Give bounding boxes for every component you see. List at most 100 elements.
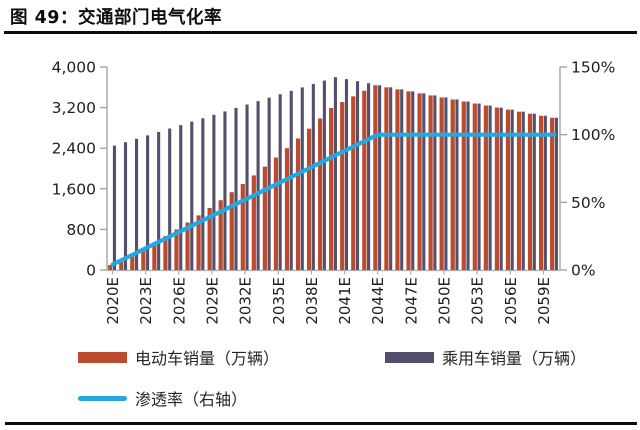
- ev-bar: [152, 242, 157, 270]
- pv-bar-swatch: [385, 351, 434, 363]
- x-axis-tick-label: 2032E: [237, 277, 255, 325]
- pv-bar: [201, 118, 205, 270]
- pv-bar: [300, 87, 304, 271]
- pv-bar: [422, 93, 426, 270]
- pv-bar: [488, 105, 492, 270]
- ev-bar: [295, 138, 301, 270]
- pv-bar: [510, 109, 514, 270]
- ev-bar: [395, 89, 400, 270]
- pv-bar: [135, 138, 139, 270]
- ev-bar: [108, 265, 113, 270]
- right-axis-tick-label: 50%: [571, 194, 605, 212]
- ev-bar: [417, 93, 422, 270]
- left-axis-tick-label: 2,400: [52, 140, 96, 158]
- pv-bar: [267, 97, 271, 270]
- ev-bar: [329, 108, 334, 270]
- ev-bar: [141, 248, 146, 270]
- pv-bar: [499, 107, 503, 270]
- ev-bar: [505, 109, 511, 270]
- pv-bar: [355, 81, 360, 271]
- left-axis-tick-label: 0: [86, 262, 96, 280]
- ev-bar: [196, 215, 201, 270]
- right-axis-tick-label: 100%: [571, 126, 615, 144]
- left-axis-tick-label: 1,600: [52, 180, 96, 198]
- legend-item-ev-sales: 电动车销量（万辆）: [78, 348, 280, 368]
- pv-bar: [521, 111, 525, 270]
- pv-bar: [532, 113, 536, 270]
- pv-bar: [378, 85, 382, 271]
- x-axis-tick-label: 2029E: [204, 277, 222, 325]
- pv-bar: [112, 145, 116, 270]
- x-axis-tick-label: 2059E: [535, 277, 553, 325]
- ev-bar: [406, 91, 411, 270]
- pv-bar: [123, 142, 128, 270]
- ev-bar: [185, 222, 190, 270]
- x-axis-tick-label: 2035E: [270, 277, 288, 325]
- ev-bar: [483, 105, 488, 270]
- pv-bar: [311, 84, 315, 270]
- figure-title: 图 49：交通部门电气化率: [10, 8, 222, 28]
- ev-bar: [450, 99, 455, 270]
- ev-bar: [384, 87, 389, 270]
- ev-bar: [207, 207, 212, 270]
- legend-label-ev-sales: 电动车销量（万辆）: [135, 349, 280, 368]
- left-axis-tick-label: 800: [66, 221, 96, 239]
- ev-bar: [119, 259, 124, 270]
- ev-bar: [130, 254, 135, 270]
- x-axis-tick-label: 2044E: [369, 277, 387, 325]
- ev-bar: [351, 96, 356, 270]
- ev-bar: [516, 111, 522, 270]
- x-axis-tick-label: 2020E: [104, 277, 122, 325]
- ev-bar: [174, 229, 179, 270]
- ev-bar-swatch: [78, 351, 127, 363]
- legend-label-pv-sales: 乘用车销量（万辆）: [442, 349, 587, 368]
- ev-bar: [539, 115, 544, 270]
- ev-bar: [273, 157, 279, 270]
- pv-bar: [466, 101, 470, 270]
- ev-bar: [262, 166, 267, 270]
- right-axis-tick-label: 150%: [571, 59, 615, 77]
- x-axis-tick-label: 2050E: [436, 277, 454, 325]
- title-underline: [4, 31, 637, 34]
- pv-bar: [389, 87, 393, 270]
- ev-bar: [251, 175, 256, 270]
- x-axis-tick-label: 2047E: [402, 277, 420, 325]
- pv-bar: [367, 83, 371, 271]
- pv-bar: [212, 114, 216, 270]
- pv-bar: [322, 80, 326, 270]
- pv-bar: [245, 104, 249, 271]
- ev-bar: [362, 90, 367, 270]
- ev-bar: [373, 85, 378, 271]
- ev-bar: [494, 107, 500, 270]
- penetration-line-swatch: [78, 395, 127, 401]
- ev-bar: [550, 117, 555, 270]
- pv-bar: [400, 89, 404, 270]
- ev-bar: [229, 192, 234, 270]
- pv-bar: [455, 99, 459, 270]
- pv-bar: [344, 79, 349, 271]
- pv-bar: [333, 77, 337, 271]
- ev-bar: [461, 101, 466, 270]
- ev-bar: [340, 102, 345, 270]
- pv-bar: [190, 121, 194, 271]
- x-axis-tick-label: 2023E: [137, 277, 155, 325]
- pv-bar: [179, 125, 183, 270]
- ev-bar: [306, 128, 312, 270]
- penetration-line: [110, 132, 557, 267]
- chart-canvas: 0 800 1,600 2,400 3,200 4,000 0% 50% 100% 150% 202…: [52, 59, 616, 325]
- ev-bar: [439, 97, 444, 270]
- legend-item-pv-sales: 乘用车销量（万辆）: [385, 348, 587, 368]
- pv-bar: [433, 95, 437, 270]
- ev-bar: [284, 148, 290, 270]
- pv-bar: [146, 135, 150, 270]
- pv-bar: [444, 97, 448, 270]
- pv-bar: [256, 101, 260, 270]
- legend-label-penetration: 渗透率（右轴）: [135, 390, 248, 409]
- pv-bar: [289, 90, 293, 270]
- x-axis-tick-label: 2041E: [336, 277, 354, 325]
- pv-bar: [223, 111, 227, 270]
- left-axis-tick-label: 3,200: [52, 99, 96, 117]
- ev-bar: [318, 118, 323, 270]
- legend-item-penetration: 渗透率（右轴）: [78, 389, 248, 409]
